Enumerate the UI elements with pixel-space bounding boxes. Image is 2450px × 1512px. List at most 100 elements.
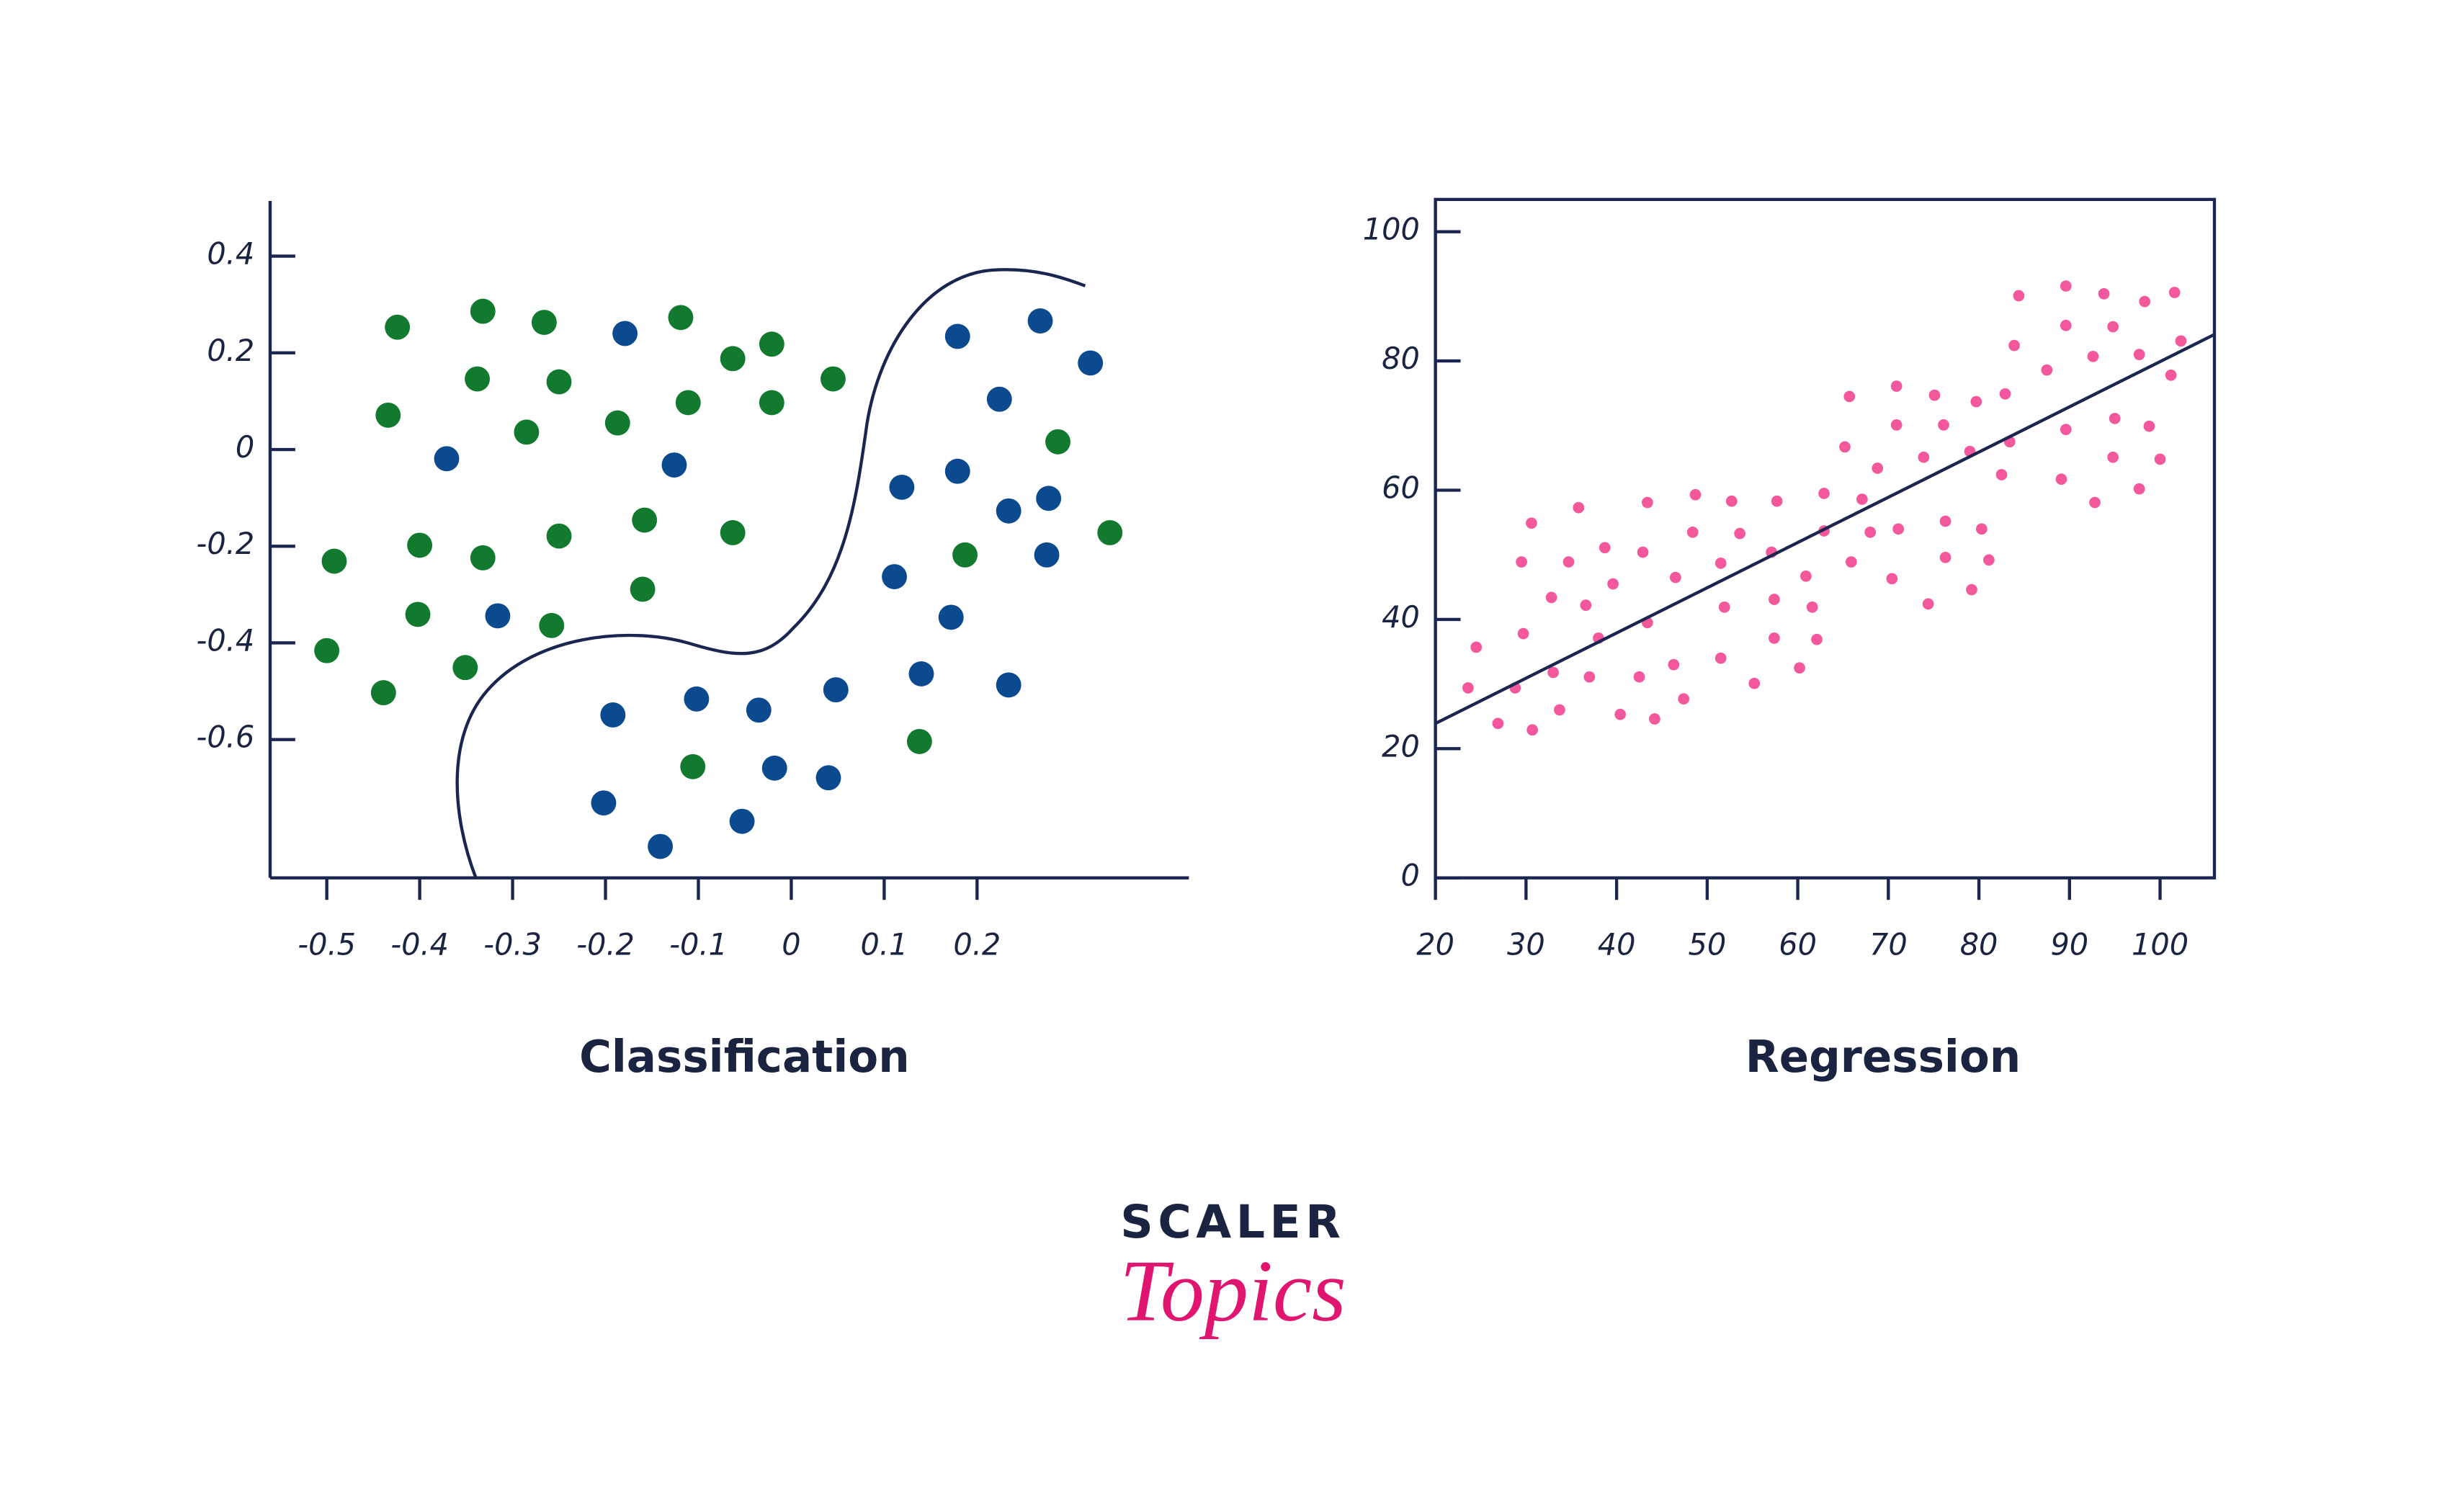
point <box>906 728 932 754</box>
point <box>720 520 746 545</box>
y-tick-label: 20 <box>1382 729 1420 764</box>
point <box>759 390 784 416</box>
point <box>1983 554 1995 566</box>
point <box>661 452 687 478</box>
point <box>591 790 617 816</box>
point <box>1845 556 1857 568</box>
point <box>452 655 478 681</box>
point <box>986 386 1012 412</box>
y-tick-label: 0.4 <box>207 237 254 272</box>
point <box>1725 495 1738 507</box>
point <box>1769 632 1780 644</box>
point <box>882 564 908 589</box>
point <box>2133 349 2145 360</box>
point <box>944 458 970 484</box>
point <box>823 677 849 703</box>
point <box>2133 483 2145 495</box>
chart-title: Classification <box>579 1032 910 1083</box>
point <box>2089 496 2101 509</box>
point <box>1886 573 1898 585</box>
point <box>1970 395 1982 408</box>
x-tick-label: 50 <box>1688 928 1726 962</box>
point <box>1573 501 1585 514</box>
point <box>2060 319 2072 331</box>
point <box>1999 388 2011 400</box>
point <box>1036 486 1062 511</box>
x-tick-label: -0.4 <box>390 928 449 962</box>
point <box>385 314 411 340</box>
point <box>746 697 772 723</box>
point <box>465 366 490 392</box>
point <box>2139 295 2151 308</box>
point <box>1995 469 2008 480</box>
point <box>1547 666 1559 679</box>
point <box>1470 641 1483 653</box>
point <box>1607 578 1619 590</box>
y-tick-label: 80 <box>1382 341 1420 376</box>
point <box>2060 424 2072 436</box>
point <box>1734 527 1745 540</box>
point <box>759 331 784 357</box>
y-tick-label: 0.2 <box>207 334 254 368</box>
x-tick-label: 0 <box>782 928 800 962</box>
point <box>600 702 626 728</box>
point <box>1526 517 1537 529</box>
point <box>944 323 970 349</box>
point <box>2165 369 2177 381</box>
point <box>314 638 340 663</box>
x-tick-label: 30 <box>1507 928 1545 962</box>
x-tick-label: 0.1 <box>860 928 908 962</box>
point <box>1811 633 1823 645</box>
fit-line <box>1434 333 2215 725</box>
x-tick-label: 60 <box>1779 928 1817 962</box>
x-tick-label: 70 <box>1869 928 1908 962</box>
point <box>2041 364 2053 376</box>
point <box>407 532 433 558</box>
point <box>1769 594 1780 605</box>
point <box>1669 571 1681 583</box>
y-tick-label: -0.4 <box>196 623 254 658</box>
point <box>1668 658 1680 671</box>
point <box>1771 495 1783 507</box>
point <box>648 833 674 859</box>
point <box>1839 441 1851 453</box>
point <box>675 390 701 416</box>
point <box>1928 389 1941 401</box>
x-tick-label: 0.2 <box>953 928 1001 962</box>
point <box>680 753 706 779</box>
point <box>2098 287 2110 300</box>
y-tick-label: 0 <box>1400 859 1419 893</box>
point <box>1642 496 1653 509</box>
point <box>1966 583 1977 596</box>
point <box>1027 308 1053 334</box>
point <box>1516 556 1527 568</box>
point <box>1922 598 1934 610</box>
x-tick-label: -0.5 <box>298 928 356 962</box>
point <box>2143 420 2155 432</box>
point <box>815 765 841 791</box>
point <box>1890 419 1903 431</box>
point <box>1794 662 1805 674</box>
point <box>1517 627 1529 640</box>
decision-boundary <box>455 268 1086 879</box>
point <box>761 755 787 781</box>
point <box>720 346 746 372</box>
point <box>546 369 572 395</box>
point <box>952 542 978 568</box>
y-tick-label: -0.2 <box>196 527 254 561</box>
point <box>2175 335 2187 347</box>
point <box>1689 488 1702 501</box>
x-tick-label: -0.1 <box>669 928 728 962</box>
point <box>1649 713 1660 725</box>
point <box>2087 350 2099 362</box>
point <box>1918 451 1930 463</box>
point <box>1806 601 1818 613</box>
point <box>996 498 1021 524</box>
x-tick-label: 80 <box>1960 928 1998 962</box>
point <box>1580 599 1592 612</box>
point <box>2168 287 2181 298</box>
point <box>1034 542 1060 568</box>
point <box>1492 717 1504 730</box>
